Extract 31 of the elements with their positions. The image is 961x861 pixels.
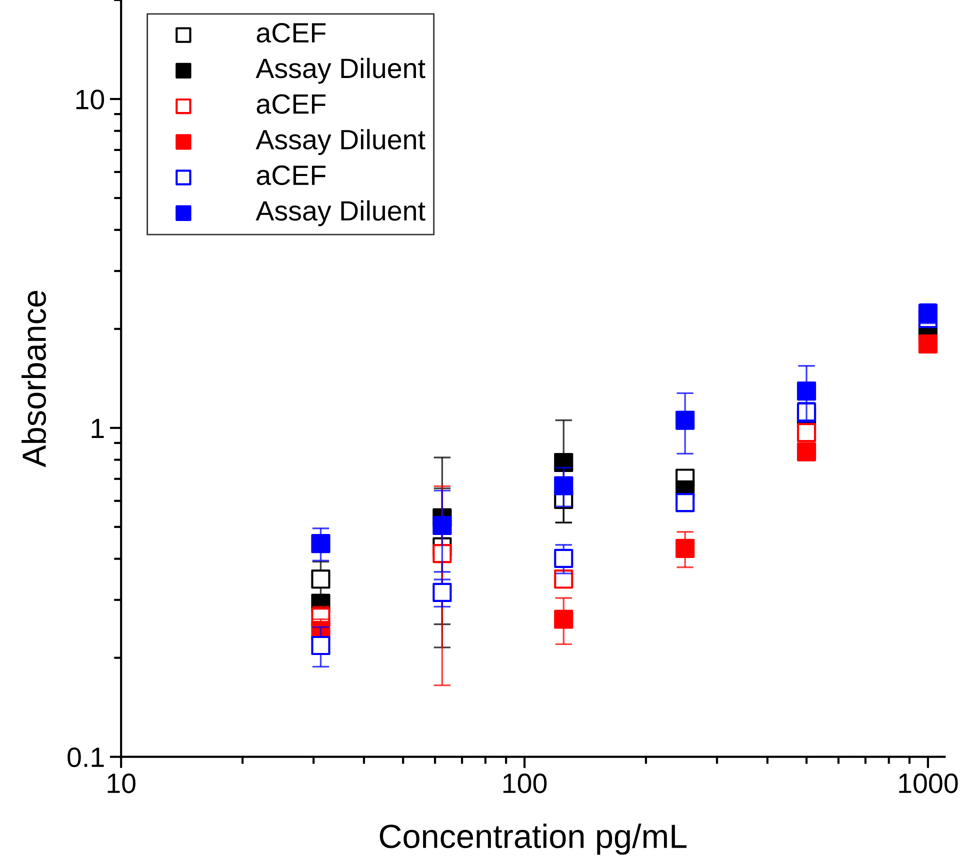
point <box>432 544 452 564</box>
point <box>311 534 330 554</box>
point <box>554 452 574 472</box>
legend-label: Assay Diluent <box>256 58 426 84</box>
x-tick-label: 10 <box>108 774 136 794</box>
x-tick-label: 1000 <box>899 774 958 794</box>
x-axis-title: Concentration pg/mL <box>380 824 686 855</box>
point <box>311 570 330 589</box>
point <box>554 548 574 568</box>
point <box>796 442 816 462</box>
point <box>432 582 452 602</box>
y-tick-label: 1 <box>92 418 104 438</box>
legend-label: aCEF <box>256 22 326 43</box>
y-tick-label: 0.1 <box>68 747 104 768</box>
point <box>311 636 330 656</box>
point <box>796 382 816 401</box>
point <box>676 493 695 512</box>
point <box>554 610 574 629</box>
x-tick-label: 100 <box>503 774 547 794</box>
point <box>432 516 452 536</box>
legend-label: Assay Diluent <box>256 129 426 155</box>
y-axis-title: Absorbance <box>22 290 46 468</box>
y-tick-label: 10 <box>76 90 104 110</box>
point <box>796 423 816 442</box>
legend-label: aCEF <box>256 165 326 186</box>
point <box>554 476 574 496</box>
legend-label: Assay Diluent <box>256 200 426 226</box>
point <box>676 538 695 558</box>
point <box>676 410 695 430</box>
legend-label: aCEF <box>256 94 326 114</box>
point <box>918 334 938 354</box>
